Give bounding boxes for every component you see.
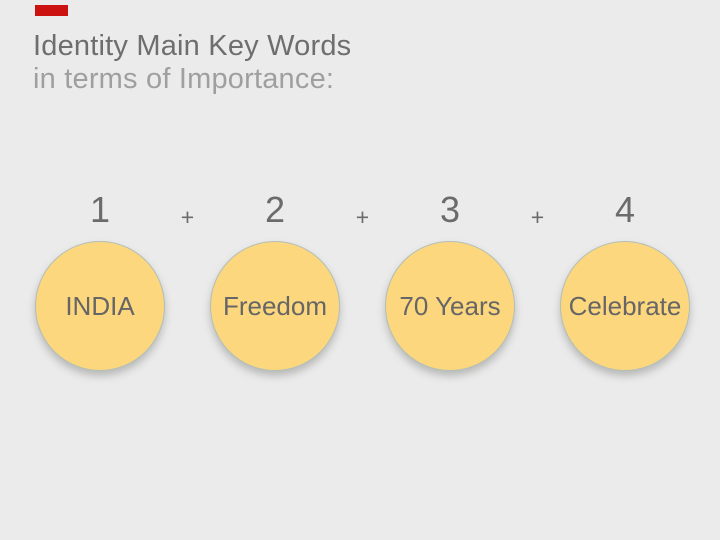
keyword-item-70-years: 3 70 Years	[385, 190, 515, 371]
circle-label: INDIA	[65, 290, 135, 321]
keyword-item-india: 1 INDIA	[35, 190, 165, 371]
keyword-circle: Celebrate	[560, 241, 690, 371]
circle-label: Celebrate	[568, 290, 682, 321]
circle-label: 70 Years	[399, 290, 501, 321]
item-number: 4	[614, 189, 636, 230]
item-number: 2	[264, 189, 286, 230]
keyword-item-freedom: 2 Freedom	[210, 190, 340, 371]
keyword-circle: 70 Years	[385, 241, 515, 371]
keyword-circle: INDIA	[35, 241, 165, 371]
item-number: 3	[439, 189, 461, 230]
item-number: 1	[89, 189, 111, 230]
slide-header: Identity Main Key Words in terms of Impo…	[33, 30, 351, 96]
page-subtitle: in terms of Importance:	[33, 63, 335, 95]
plus-separator: +	[355, 204, 370, 230]
plus-separator: +	[180, 204, 195, 230]
page-title: Identity Main Key Words	[33, 30, 352, 62]
red-marker	[35, 5, 68, 16]
plus-separator: +	[530, 204, 545, 230]
keyword-circle: Freedom	[210, 241, 340, 371]
circle-label: Freedom	[222, 290, 328, 321]
keyword-items-row: 1 INDIA + 2 Freedom + 3 70 Years + 4 Cel…	[35, 190, 690, 371]
keyword-item-celebrate: 4 Celebrate	[560, 190, 690, 371]
